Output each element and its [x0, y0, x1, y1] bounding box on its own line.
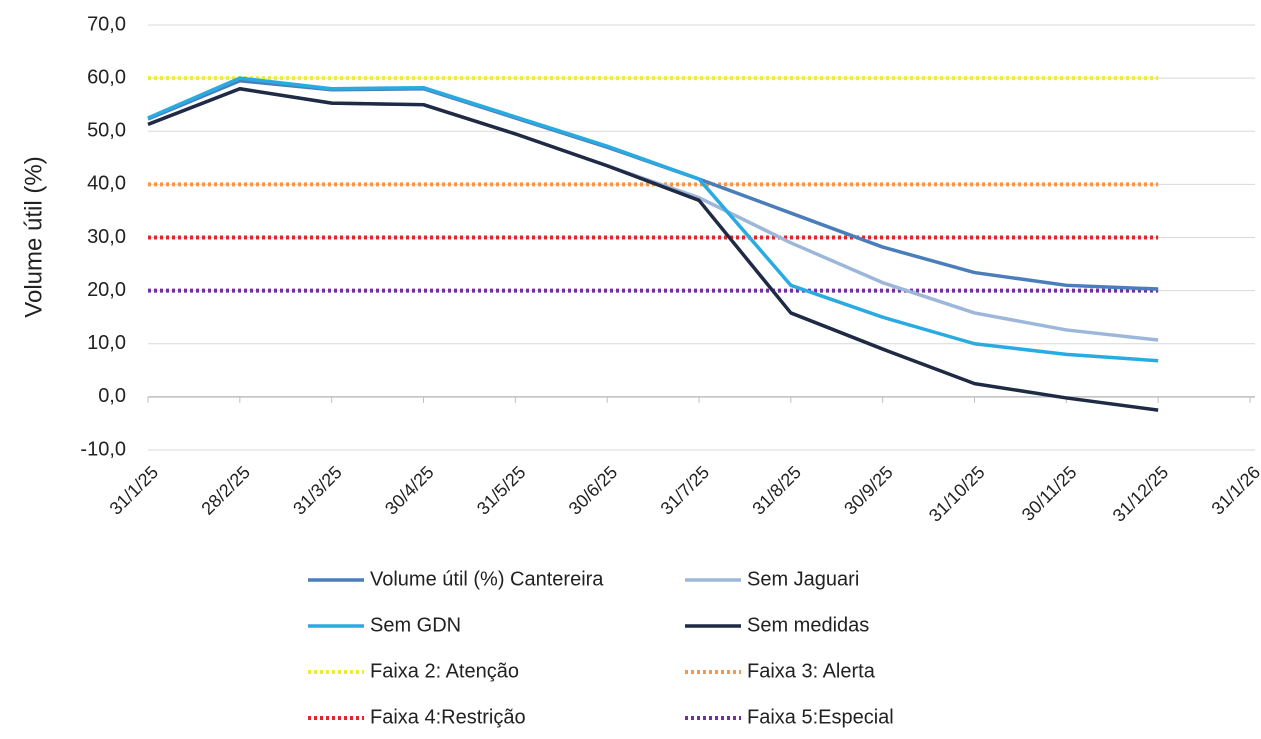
x-tick-label: 30/6/25	[565, 462, 622, 519]
y-tick-label: 20,0	[87, 279, 126, 301]
x-tick-label: 31/10/25	[925, 462, 989, 526]
y-tick-label: 0,0	[98, 385, 126, 407]
x-tick-label: 30/4/25	[381, 462, 438, 519]
legend-label: Sem Jaguari	[747, 568, 859, 590]
x-tick-label: 31/12/25	[1109, 462, 1173, 526]
x-tick-label: 30/11/25	[1018, 462, 1081, 525]
x-tick-label: 31/8/25	[748, 462, 805, 519]
legend-label: Faixa 3: Alerta	[747, 660, 876, 682]
legend-label: Faixa 4:Restrição	[370, 706, 526, 728]
x-tick-label: 31/5/25	[473, 462, 530, 519]
y-tick-label: 60,0	[87, 66, 126, 88]
x-tick-label: 31/1/25	[106, 462, 163, 519]
legend-label: Volume útil (%) Cantereira	[370, 568, 604, 590]
y-tick-label: 70,0	[87, 13, 126, 35]
legend-label: Sem GDN	[370, 614, 461, 636]
series-line	[147, 87, 1159, 412]
legend-label: Sem medidas	[747, 614, 869, 636]
series-line	[147, 87, 1159, 342]
legend-label: Faixa 2: Atenção	[370, 660, 519, 682]
y-tick-label: 40,0	[87, 173, 126, 195]
y-tick-label: 10,0	[87, 332, 126, 354]
x-tick-label: 28/2/25	[197, 462, 254, 519]
y-tick-label: 30,0	[87, 226, 126, 248]
legend-label: Faixa 5:Especial	[747, 706, 894, 728]
x-tick-label: 31/1/26	[1208, 462, 1261, 519]
y-axis-title: Volume útil (%)	[20, 156, 47, 317]
x-tick-label: 30/9/25	[840, 462, 897, 519]
x-tick-label: 31/3/25	[289, 462, 346, 519]
y-tick-label: 50,0	[87, 120, 126, 142]
series-line	[147, 76, 1159, 363]
y-tick-label: -10,0	[80, 438, 126, 460]
x-tick-label: 31/7/25	[657, 462, 714, 519]
